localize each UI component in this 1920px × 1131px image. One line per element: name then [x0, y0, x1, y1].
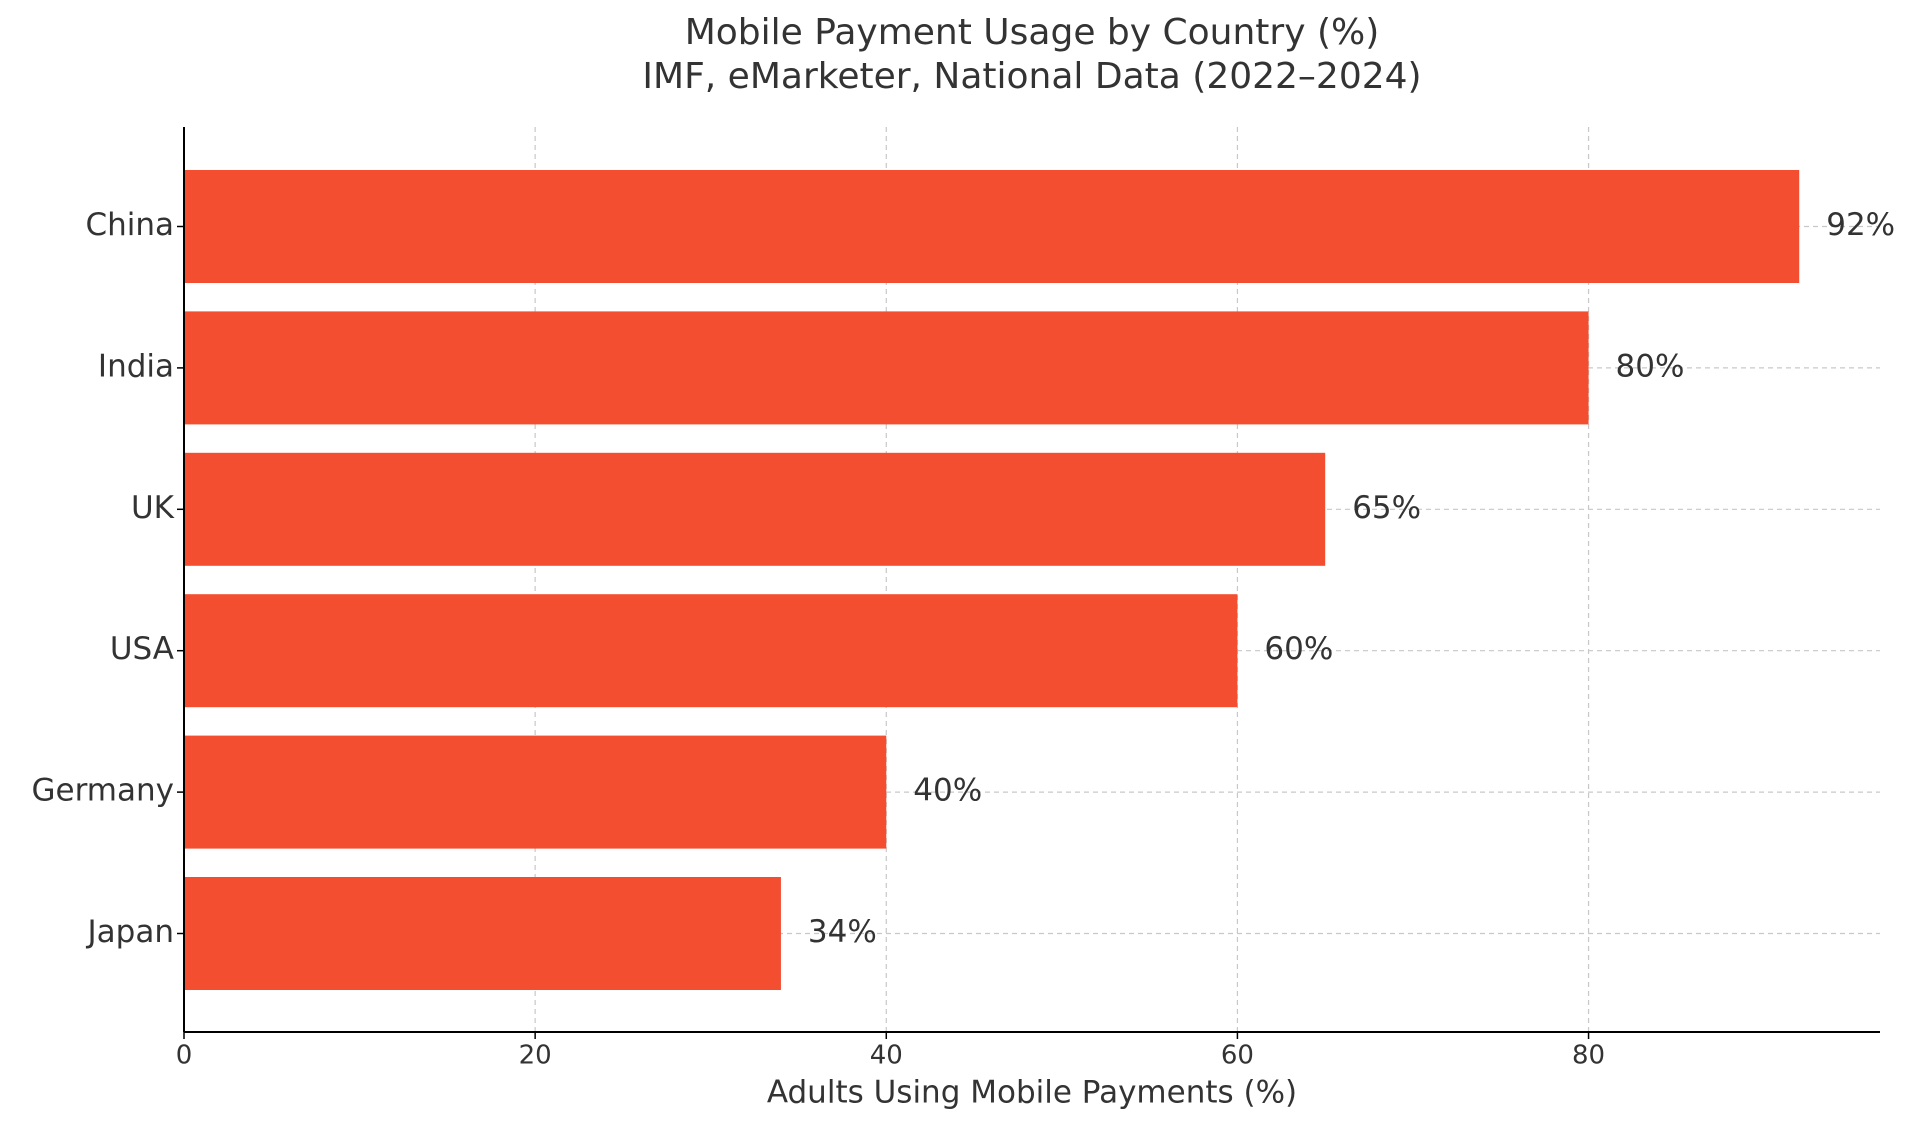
bar — [184, 735, 887, 849]
bar — [184, 877, 781, 990]
y-tick-label: Japan — [86, 914, 174, 950]
bar — [184, 170, 1800, 283]
value-label: 65% — [1352, 490, 1421, 526]
value-label: 34% — [808, 914, 877, 950]
x-tick-label: 80 — [1572, 1041, 1605, 1071]
x-axis-label: Adults Using Mobile Payments (%) — [767, 1075, 1297, 1111]
y-tick-label: UK — [131, 490, 175, 526]
y-tick-label: Germany — [32, 773, 174, 809]
value-label: 40% — [913, 773, 982, 809]
bar — [184, 452, 1326, 566]
chart-title: Mobile Payment Usage by Country (%) — [685, 12, 1380, 53]
bar — [184, 311, 1589, 425]
x-tick-label: 20 — [519, 1041, 552, 1071]
bar — [184, 594, 1238, 708]
y-tick-label: China — [85, 207, 174, 243]
value-label: 60% — [1264, 631, 1333, 667]
x-tick-label: 60 — [1221, 1041, 1254, 1071]
chart-subtitle: IMF, eMarketer, National Data (2022–2024… — [642, 56, 1421, 97]
x-tick-label: 40 — [870, 1041, 903, 1071]
y-tick-label: USA — [110, 631, 174, 667]
y-tick-label: India — [98, 348, 174, 384]
value-label: 92% — [1826, 207, 1895, 243]
x-tick-label: 0 — [176, 1041, 193, 1071]
value-label: 80% — [1616, 348, 1685, 384]
